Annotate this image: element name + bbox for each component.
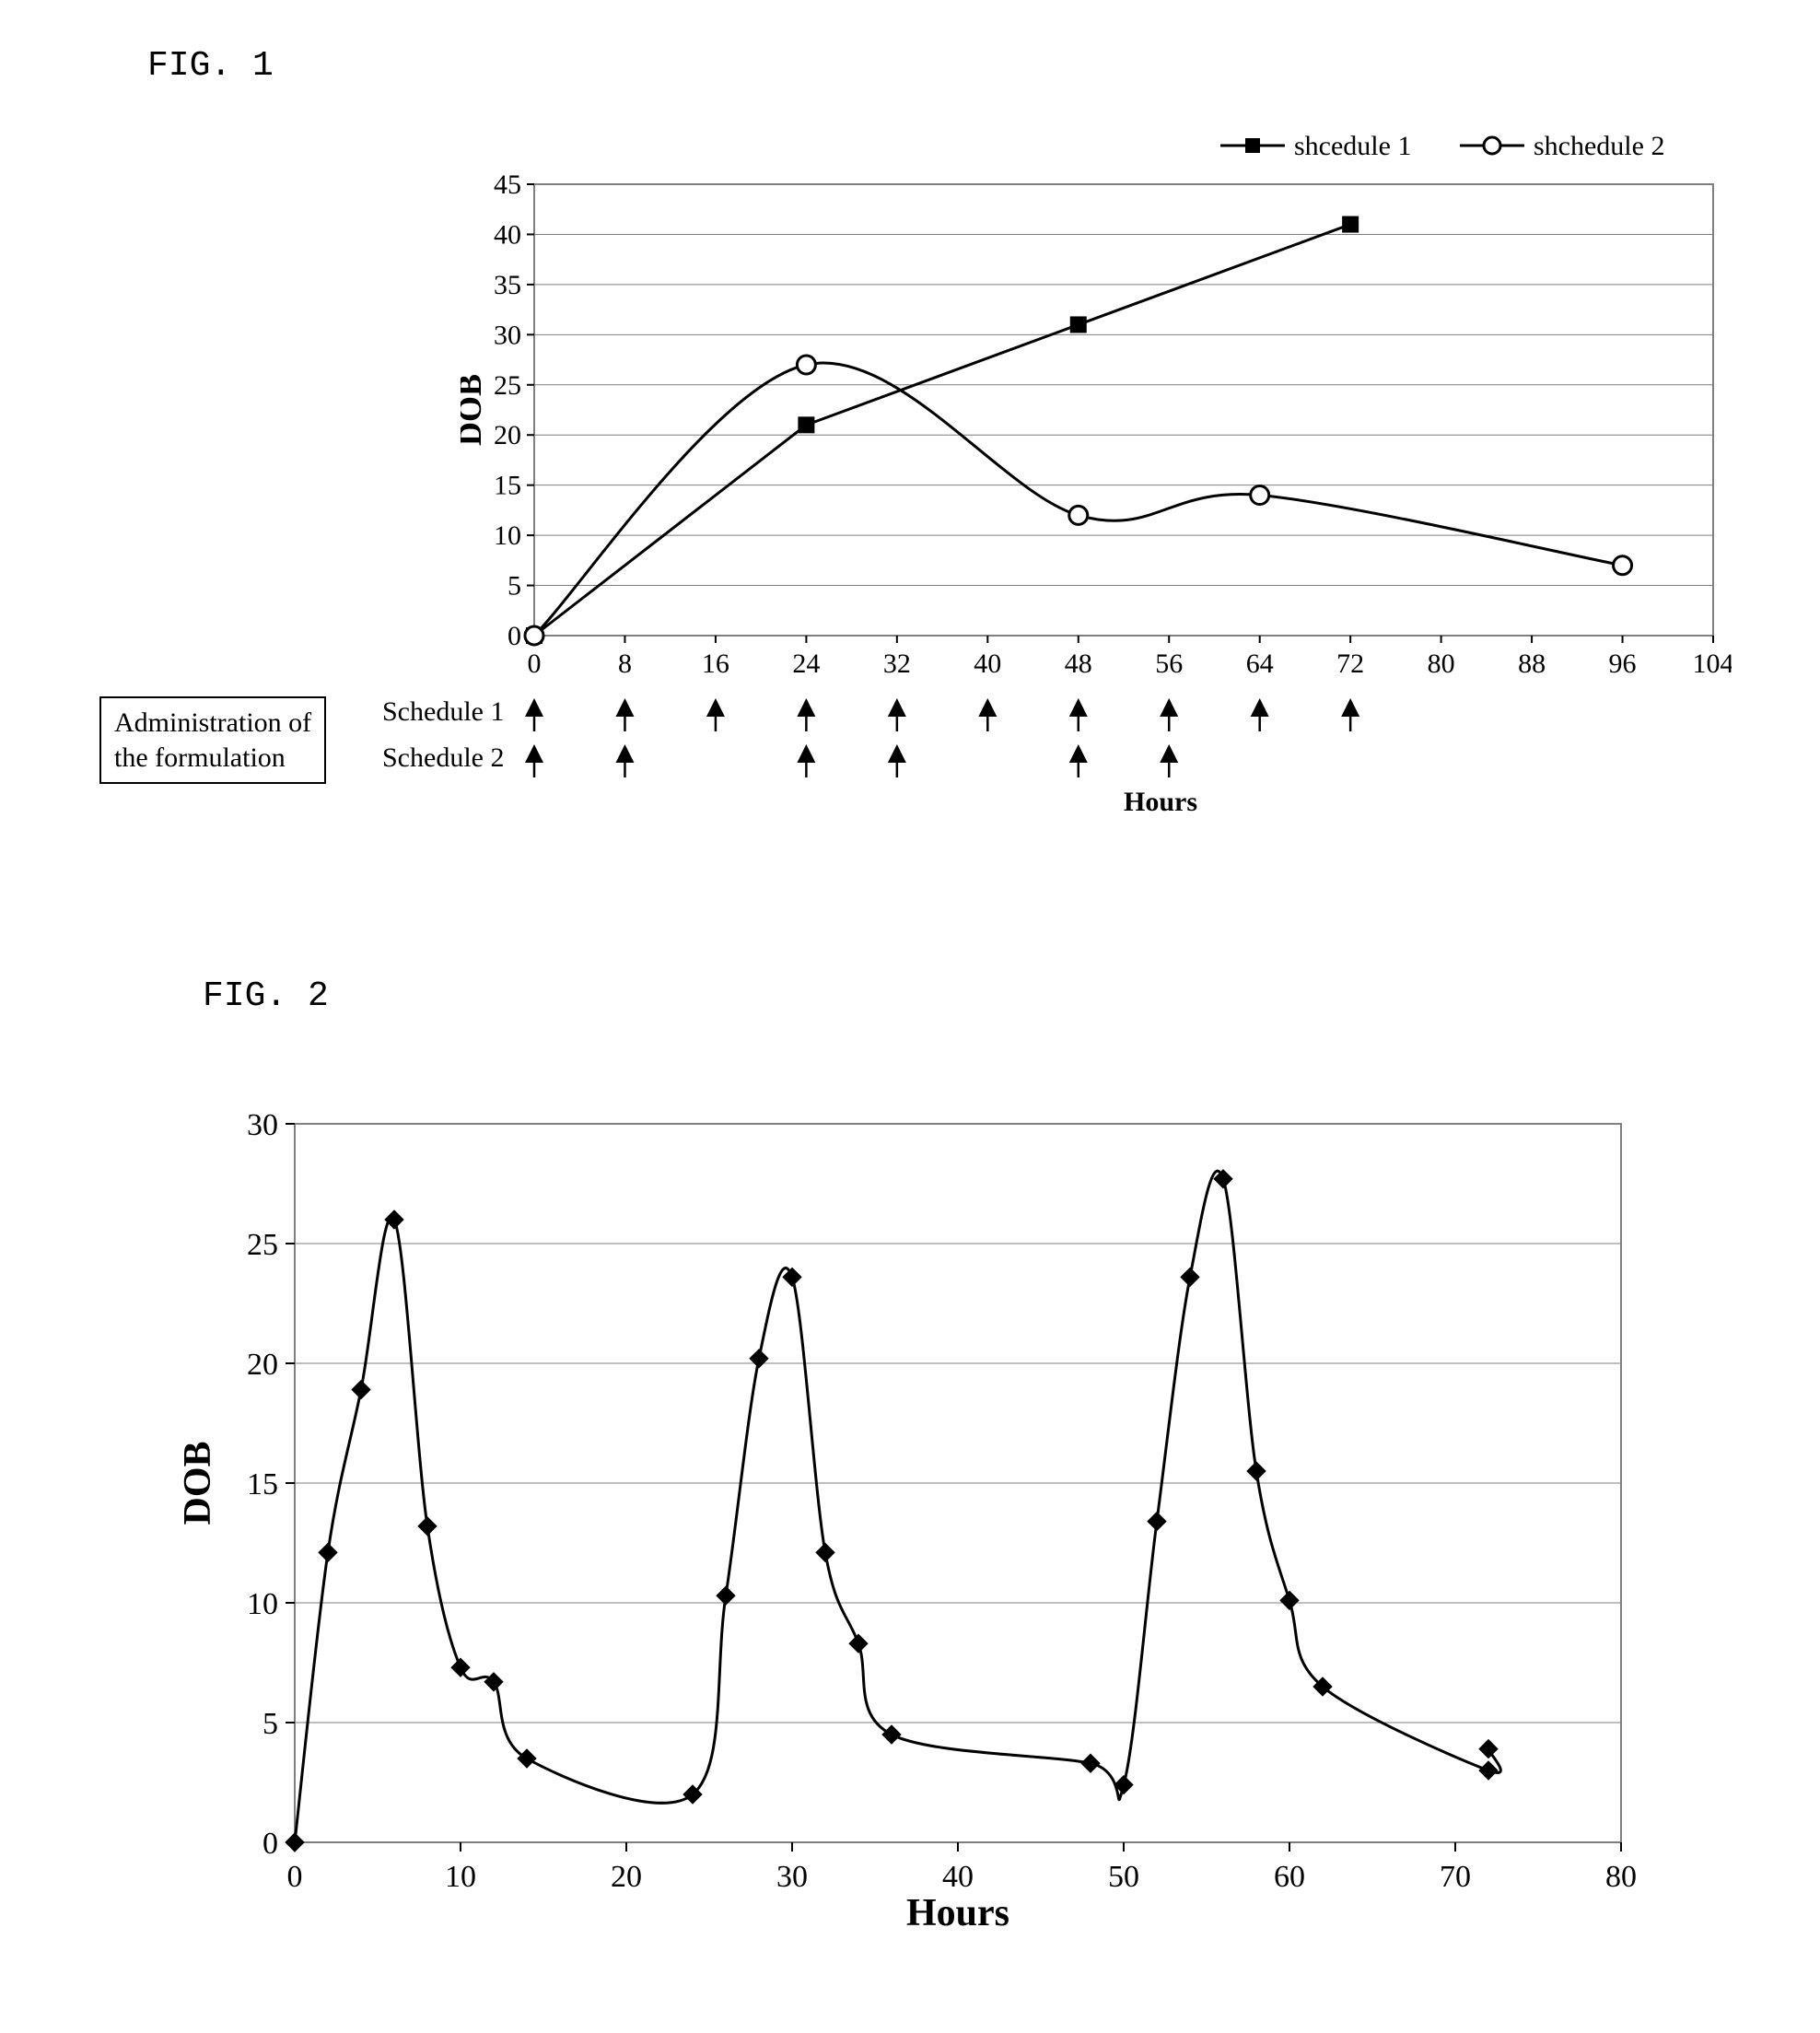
fig1-label: FIG. 1 (147, 46, 274, 86)
fig2-svg: 0 5 10 15 20 25 30 0 10 20 30 40 50 60 70 80 DOB Hours (166, 1096, 1658, 1944)
svg-text:25: 25 (494, 370, 521, 401)
fig2-label: FIG. 2 (203, 976, 329, 1016)
svg-text:25: 25 (247, 1228, 278, 1262)
svg-text:10: 10 (494, 520, 521, 551)
svg-text:80: 80 (1605, 1860, 1637, 1894)
svg-text:15: 15 (247, 1467, 278, 1501)
svg-text:10: 10 (247, 1587, 278, 1621)
svg-text:30: 30 (776, 1860, 808, 1894)
svg-text:DOB: DOB (461, 374, 488, 446)
admin-box: Administration of the formulation (99, 696, 326, 784)
svg-text:30: 30 (247, 1108, 278, 1142)
svg-text:Hours: Hours (906, 1892, 1009, 1934)
svg-text:40: 40 (942, 1860, 974, 1894)
admin-box-line1: Administration of (114, 706, 311, 741)
svg-text:5: 5 (508, 571, 521, 602)
svg-text:56: 56 (1155, 648, 1183, 679)
svg-text:72: 72 (1336, 648, 1364, 679)
svg-text:10: 10 (445, 1860, 476, 1894)
svg-text:5: 5 (262, 1707, 278, 1741)
svg-text:50: 50 (1108, 1860, 1139, 1894)
svg-text:Hours: Hours (1124, 787, 1197, 817)
svg-text:24: 24 (792, 648, 820, 679)
svg-text:0: 0 (508, 621, 521, 651)
svg-text:0: 0 (262, 1827, 278, 1861)
svg-text:40: 40 (494, 219, 521, 250)
svg-text:64: 64 (1246, 648, 1274, 679)
fig1-arrows-svg: Hours (461, 682, 1732, 829)
admin-box-line2: the formulation (114, 741, 311, 776)
svg-text:20: 20 (611, 1860, 642, 1894)
svg-text:DOB: DOB (177, 1441, 219, 1525)
svg-text:80: 80 (1428, 648, 1455, 679)
svg-text:70: 70 (1440, 1860, 1471, 1894)
svg-text:35: 35 (494, 270, 521, 300)
svg-text:15: 15 (494, 471, 521, 501)
svg-text:20: 20 (247, 1348, 278, 1382)
svg-text:40: 40 (974, 648, 1001, 679)
svg-text:16: 16 (702, 648, 729, 679)
svg-text:8: 8 (618, 648, 632, 679)
fig1-arrows: Hours (461, 682, 1732, 829)
svg-text:0: 0 (287, 1860, 303, 1894)
svg-text:32: 32 (883, 648, 911, 679)
svg-text:60: 60 (1274, 1860, 1305, 1894)
fig2-chart: 0 5 10 15 20 25 30 0 10 20 30 40 50 60 70 80 DOB Hours (166, 1096, 1658, 1944)
svg-text:104: 104 (1693, 648, 1732, 679)
page: FIG. 1 shcedule 1 shchedule 2 0 5 10 15 20 25 30… (0, 0, 1820, 2033)
svg-text:30: 30 (494, 320, 521, 350)
svg-text:0: 0 (528, 648, 542, 679)
svg-text:96: 96 (1609, 648, 1637, 679)
svg-text:20: 20 (494, 420, 521, 450)
svg-text:shcedule 1: shcedule 1 (1294, 131, 1411, 161)
fig1-chart: shcedule 1 shchedule 2 0 5 10 15 20 25 30 35 40 45 0… (461, 120, 1732, 691)
svg-text:shchedule 2: shchedule 2 (1534, 131, 1664, 161)
svg-text:88: 88 (1518, 648, 1546, 679)
svg-text:45: 45 (494, 169, 521, 200)
svg-text:48: 48 (1065, 648, 1092, 679)
fig1-svg: shcedule 1 shchedule 2 0 5 10 15 20 25 30 35 40 45 0… (461, 120, 1732, 691)
